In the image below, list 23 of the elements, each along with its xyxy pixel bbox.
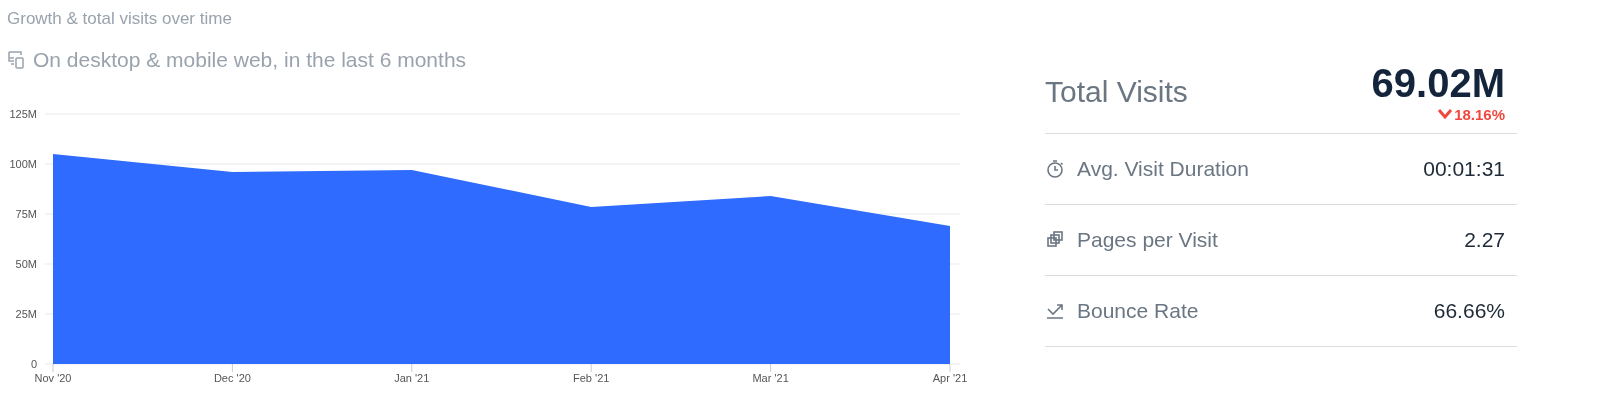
x-tick-label: Jan '21 bbox=[394, 371, 430, 384]
category-label: Total Visits bbox=[1045, 74, 1188, 109]
text: 00:01:31 bbox=[1423, 157, 1505, 180]
text: 2.27 bbox=[1464, 228, 1505, 251]
category-label: Pages per Visit bbox=[1076, 228, 1218, 252]
y-tick-label: 100M bbox=[9, 157, 37, 170]
x-tick-label: Apr '21 bbox=[932, 371, 968, 384]
y-tick-label: 75M bbox=[15, 207, 37, 220]
text: 69.02M bbox=[1371, 60, 1505, 105]
text: 66.66% bbox=[1433, 299, 1505, 322]
category-label: Bounce Rate bbox=[1076, 299, 1199, 323]
category-label: Avg. Visit Duration bbox=[1076, 157, 1249, 181]
x-tick-label: Mar '21 bbox=[752, 371, 789, 384]
chart-title: Growth & total visits over time bbox=[7, 9, 232, 29]
y-tick-label: 0 bbox=[30, 357, 37, 370]
chart-subtitle: On desktop & mobile web, in the last 6 months bbox=[32, 48, 467, 72]
y-tick-label: 50M bbox=[15, 257, 37, 270]
y-tick-label: 125M bbox=[9, 107, 37, 120]
text: 18.16% bbox=[1453, 105, 1505, 123]
y-tick-label: 25M bbox=[15, 307, 37, 320]
x-tick-label: Feb '21 bbox=[573, 371, 610, 384]
x-tick-label: Nov '20 bbox=[34, 371, 72, 384]
x-tick-label: Dec '20 bbox=[213, 371, 251, 384]
